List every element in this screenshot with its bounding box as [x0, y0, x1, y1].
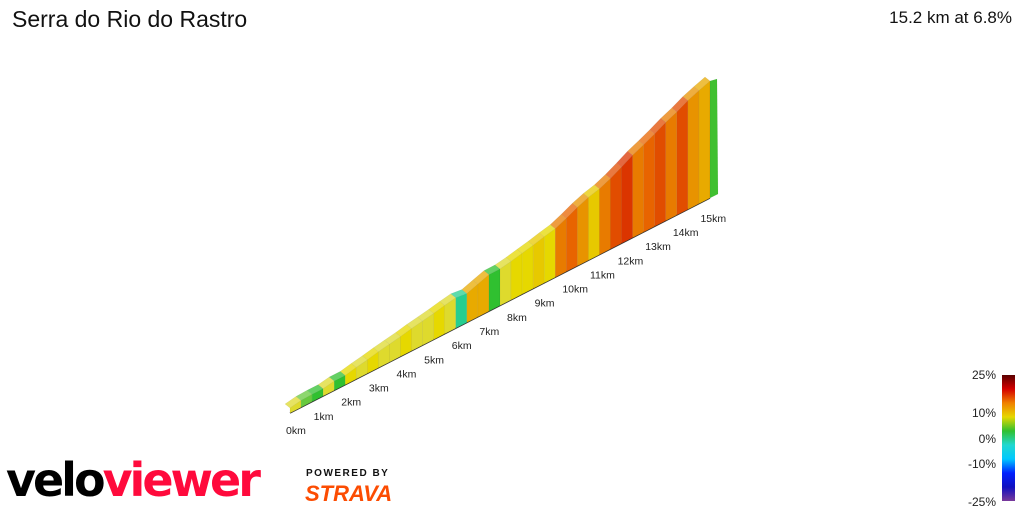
- gradient-color-scale: [1002, 375, 1015, 501]
- x-tick-label: 0km: [286, 425, 306, 437]
- x-tick-label: 1km: [314, 411, 334, 423]
- profile-segment: [621, 154, 633, 244]
- x-tick-label: 8km: [507, 312, 527, 324]
- powered-by-label: POWERED BY: [306, 468, 390, 479]
- legend-label-minus25: -25%: [967, 495, 996, 509]
- profile-segment: [532, 236, 545, 289]
- profile-segment: [455, 293, 468, 329]
- profile-segment: [577, 196, 589, 267]
- climb-summary: 15.2 km at 6.8%: [889, 8, 1012, 27]
- strava-logo[interactable]: STRAVA: [305, 481, 393, 506]
- profile-segment: [665, 111, 678, 222]
- profile-segment: [488, 268, 501, 312]
- profile-segment: [555, 217, 567, 278]
- x-tick-label: 3km: [369, 383, 389, 395]
- legend-label-0: 0%: [978, 432, 996, 446]
- x-tick-label: 15km: [700, 213, 726, 225]
- legend-label-10: 10%: [971, 406, 996, 420]
- x-tick-label: 12km: [618, 255, 644, 267]
- x-tick-label: 10km: [562, 284, 588, 296]
- profile-segment: [543, 228, 556, 284]
- x-tick-label: 11km: [590, 269, 615, 281]
- profile-segment: [599, 177, 611, 255]
- x-tick-label: 13km: [645, 241, 671, 253]
- profile-segment: [610, 166, 622, 250]
- legend-label-25: 25%: [971, 368, 996, 382]
- veloviewer-logo[interactable]: veloviewer: [6, 453, 261, 507]
- x-tick-label: 9km: [535, 298, 555, 310]
- profile-end-cap: [709, 78, 719, 199]
- profile-segment: [687, 89, 700, 210]
- profile-segment: [510, 252, 523, 301]
- profile-segment: [521, 244, 534, 295]
- profile-segment: [499, 260, 512, 306]
- climb-title: Serra do Rio do Rastro: [12, 6, 248, 32]
- profile-segment: [654, 121, 667, 227]
- profile-segment: [632, 144, 644, 239]
- profile-segment: [676, 99, 689, 216]
- x-tick-label: 7km: [479, 326, 499, 338]
- profile-segment-top: [693, 76, 711, 91]
- profile-segment: [566, 206, 578, 272]
- legend-label-minus10: -10%: [967, 457, 996, 471]
- profile-segment: [698, 80, 711, 205]
- profile-segment: [643, 133, 655, 233]
- profile-segment: [588, 188, 600, 261]
- x-tick-label: 5km: [424, 354, 444, 366]
- x-tick-label: 2km: [341, 397, 361, 409]
- x-tick-label: 14km: [673, 227, 699, 239]
- x-tick-label: 4km: [397, 368, 417, 380]
- x-tick-label: 6km: [452, 340, 472, 352]
